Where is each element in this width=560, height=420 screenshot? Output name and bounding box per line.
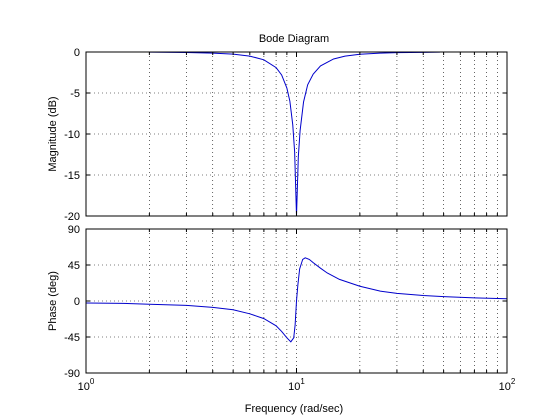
- magnitude-y-tick-label: -15: [64, 170, 80, 182]
- magnitude-y-label: Magnitude (dB): [47, 96, 59, 171]
- x-tick-label: 102: [499, 377, 516, 393]
- magnitude-curve: [149, 51, 440, 217]
- phase-y-tick-label: 0: [74, 296, 80, 308]
- phase-curve: [85, 257, 508, 343]
- x-tick-label: 100: [78, 377, 95, 393]
- magnitude-grid: [86, 52, 507, 216]
- magnitude-panel: 0 -5 -10 -15 -20 Magnitude (dB): [47, 47, 508, 223]
- chart-title: Bode Diagram: [259, 33, 329, 45]
- magnitude-y-tick-label: 0: [74, 47, 80, 59]
- magnitude-y-tick-label: -20: [64, 211, 80, 223]
- phase-y-ticks: 90 45 0 -45 -90: [64, 224, 507, 380]
- phase-grid: [86, 229, 507, 373]
- phase-y-tick-label: 45: [68, 260, 80, 272]
- frequency-ticks: 100 101 102: [78, 52, 516, 393]
- x-tick-label: 101: [288, 377, 305, 393]
- phase-y-tick-label: 90: [68, 224, 80, 236]
- magnitude-y-tick-label: -5: [70, 88, 80, 100]
- phase-y-label: Phase (deg): [47, 271, 59, 331]
- magnitude-y-tick-label: -10: [64, 129, 80, 141]
- magnitude-y-ticks: 0 -5 -10 -15 -20: [64, 47, 507, 223]
- phase-y-tick-label: -90: [64, 368, 80, 380]
- x-axis-label: Frequency (rad/sec): [245, 403, 343, 415]
- phase-y-tick-label: -45: [64, 332, 80, 344]
- phase-panel: 90 45 0 -45 -90 Phase (deg): [47, 224, 508, 380]
